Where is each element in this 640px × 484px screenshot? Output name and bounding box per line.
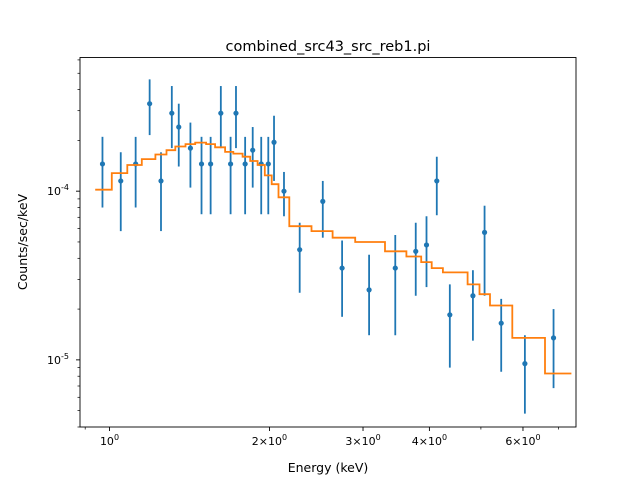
x-axis-label: Energy (keV) [288, 460, 369, 475]
data-point [434, 178, 440, 184]
plot-area [95, 79, 572, 414]
data-point [218, 110, 224, 116]
data-point [158, 178, 164, 184]
data-point [99, 161, 106, 167]
data-point [297, 247, 303, 253]
data-point [118, 178, 124, 184]
data-point [423, 242, 430, 248]
data-point [320, 198, 326, 204]
chart-title: combined_src43_src_reb1.pi [226, 39, 431, 55]
data-point [481, 229, 488, 235]
y-tick-label: 10-5 [47, 352, 69, 367]
data-point [169, 110, 175, 116]
y-axis-label: Counts/sec/keV [15, 193, 30, 290]
x-tick-label: 100 [100, 433, 119, 448]
data-point [413, 248, 419, 254]
data-point [233, 110, 239, 116]
x-tick-label: 6×100 [505, 433, 540, 448]
axes: 100 2×100 3×100 4×100 6×100 10-5 10-4 [47, 59, 559, 448]
model-step-line [95, 141, 572, 375]
data-point [187, 145, 194, 151]
data-point [265, 161, 271, 167]
data-point [250, 147, 256, 153]
axes-frame [79, 57, 577, 428]
data-point [271, 139, 277, 145]
data-point [392, 265, 398, 271]
x-tick-label: 3×100 [345, 433, 380, 448]
y-tick-label: 10-4 [47, 183, 69, 198]
data-point [281, 188, 287, 194]
data-point [366, 287, 372, 293]
data-point [339, 265, 345, 271]
data-point [176, 124, 182, 130]
data-point [227, 161, 234, 167]
data-point [147, 101, 153, 107]
data-point [470, 293, 476, 299]
x-tick-label: 4×100 [412, 433, 447, 448]
data-point [208, 161, 214, 167]
data-point [522, 361, 528, 367]
data-point [498, 320, 504, 326]
data-point [198, 161, 205, 167]
data-point [550, 335, 557, 341]
data-point [242, 161, 248, 167]
x-tick-label: 2×100 [252, 433, 287, 448]
data-point [447, 312, 453, 318]
